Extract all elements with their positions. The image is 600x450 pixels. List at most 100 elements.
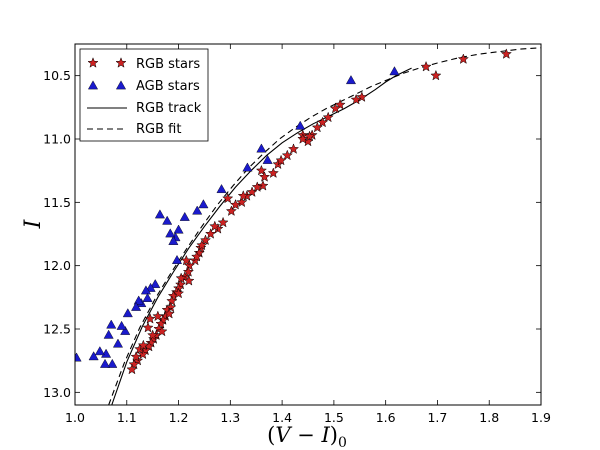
rgb-star-point [430,69,442,81]
rgb-star-point [311,121,323,133]
rgb-star-point [182,266,195,277]
x-tick-label: 1.3 [220,410,240,425]
rgb-star-point [457,53,469,64]
x-tick-label: 1.1 [117,410,137,425]
agb-star-point [256,143,267,153]
x-tick-label: 1.8 [479,410,499,425]
y-tick-label: 11.0 [43,132,71,147]
rgb-star-point [356,91,368,102]
agb-star-point [145,282,156,292]
x-tick-label: 1.4 [272,410,292,425]
rgb-star-point [229,198,242,210]
rgb-star-point [163,307,175,319]
rgb-star-point [183,259,196,271]
agb-star-point [75,352,82,362]
plot-frame [74,43,542,406]
rgb-star-point [287,143,300,154]
y-tick-label: 12.0 [43,258,71,273]
legend-triangle-icon [87,80,99,90]
agb-star-point [94,346,105,356]
legend-label-rgb-track: RGB track [136,101,202,116]
rgb-star-point [350,93,362,105]
rgb-star-point [275,154,287,166]
rgb-star-point [225,205,237,216]
rgb-star-point [217,216,229,228]
rgb-star-point [156,325,168,337]
rgb-star-point [137,348,149,360]
rgb-star-point [329,102,342,114]
rgb-track-line [111,67,412,405]
x-tick-label: 1.6 [376,410,396,425]
rgb-star-point [297,133,309,144]
rgb-star-point [267,167,279,178]
rgb-star-point [152,310,164,322]
legend-triangle-icon [115,80,127,90]
rgb-fit-line [108,47,541,405]
x-axis-label: (V − I)0 [267,423,347,450]
rgb-star-point [316,116,329,128]
rgb-star-point [236,196,248,208]
rgb-star-point [281,149,293,161]
agb-star-point [345,75,356,85]
legend-box [79,48,209,142]
agb-star-point [162,215,173,225]
legend-label-rgb-stars: RGB stars [136,57,200,72]
y-axis-label: I [21,218,46,229]
agb-star-point [179,211,190,221]
x-tick-label: 1.2 [169,410,189,425]
agb-star-point [173,224,184,234]
rgb-star-point [303,130,316,142]
agb-star-point [216,184,227,193]
agb-star-point [103,329,114,339]
agb-star-point [133,295,144,305]
agb-star-point [122,308,133,318]
agb-star-point [131,301,142,311]
rgb-star-point [500,48,512,59]
rgb-star-point [180,254,192,266]
rgb-star-point [255,164,268,176]
agb-star-point [140,285,151,295]
legend-label-rgb-fit: RGB fit [136,122,181,137]
agb-star-point [242,162,253,172]
rgb-star-point [237,190,249,201]
rgb-star-point [191,250,203,262]
rgb-star-point [205,228,217,239]
rgb-star-point [147,329,159,341]
rgb-star-point [166,295,178,306]
rgb-star-point [155,318,167,329]
rgb-star-point [251,181,263,192]
rgb-star-point [175,272,187,284]
agb-star-point [389,66,400,76]
y-tick-label: 10.5 [43,68,71,83]
rgb-star-point [420,60,432,72]
agb-star-point [295,120,306,130]
rgb-star-point [199,234,212,246]
rgb-star-point [144,312,156,324]
x-tick-label: 1.5 [324,410,344,425]
agb-star-point [106,319,117,329]
agb-star-point [168,235,179,245]
agb-star-point [88,351,99,361]
x-tick-label: 1.7 [427,410,447,425]
agb-star-point [198,199,209,209]
rgb-star-point [126,363,138,375]
rgb-star-point [322,111,334,123]
rgb-star-point [130,350,142,362]
agb-star-point [142,292,153,302]
y-tick-label: 13.0 [43,385,71,400]
agb-star-point [165,228,176,238]
rgb-star-point [257,179,269,191]
rgb-star-point [142,321,154,333]
agb-star-point [112,338,123,348]
agb-star-point [116,320,127,330]
y-tick-label: 11.5 [43,195,71,210]
rgb-star-point [128,358,140,370]
rgb-star-point [258,171,271,182]
rgb-star-point [172,287,185,299]
x-tick-label: 1.9 [531,410,551,425]
x-tick-label: 1.0 [65,410,85,425]
rgb-star-point [183,274,195,286]
agb-star-point [107,358,118,368]
agb-star-point [100,358,111,368]
